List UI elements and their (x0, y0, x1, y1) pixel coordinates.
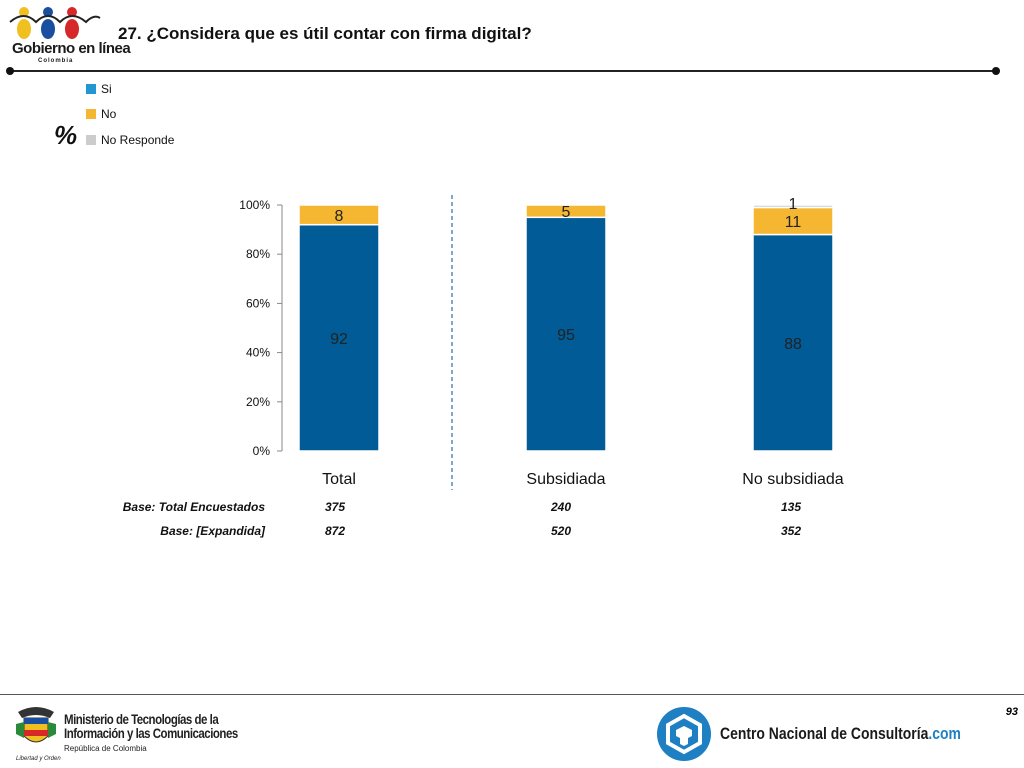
y-tick-label: 80% (246, 247, 270, 261)
data-label: 95 (557, 327, 575, 344)
ministerio-name: Ministerio de Tecnologías de la Informac… (64, 712, 238, 740)
cnc-name-suffix: .com (928, 724, 961, 743)
y-tick-label: 60% (246, 296, 270, 310)
category-label: Subsidiada (526, 471, 605, 488)
y-tick-label: 40% (246, 346, 270, 360)
legend-swatch-no-responde (86, 134, 96, 145)
header-divider (10, 70, 996, 72)
ministerio-line-1: Ministerio de Tecnologías de la (64, 711, 219, 727)
divider-dot-left (6, 67, 14, 75)
y-tick-label: 20% (246, 395, 270, 409)
ministerio-line-2: Información y las Comunicaciones (64, 725, 238, 741)
chart-legend: Si No No Responde (86, 76, 174, 153)
data-label: 8 (335, 208, 344, 225)
gobierno-en-linea-logo (8, 4, 104, 70)
colombia-coat-of-arms-icon (16, 707, 56, 743)
percent-symbol: % (54, 120, 78, 150)
base-total-value: 240 (550, 500, 572, 514)
category-label: No subsidiada (742, 471, 844, 488)
base-total-value: 135 (780, 500, 802, 514)
page-title: 27. ¿Considera que es útil contar con fi… (118, 24, 532, 43)
divider-dot-right (992, 67, 1000, 75)
cnc-name-main: Centro Nacional de Consultoría (720, 724, 929, 743)
republica-text: República de Colombia (64, 744, 147, 753)
bar-segment-si (752, 233, 834, 452)
legend-item-no: No (86, 102, 174, 128)
data-label: 1 (789, 196, 798, 213)
bar-segment-no-responde (752, 204, 834, 209)
bar-segment-no (752, 206, 834, 236)
legend-item-si: Si (86, 76, 174, 102)
stacked-bar-chart: 0% 20% 40% 60% 80% 100% 92 8 Total 95 5 Subsidiada 8… (239, 195, 844, 490)
footer-divider (0, 694, 1024, 695)
data-label: 5 (562, 204, 571, 221)
bar-segment-no (298, 204, 380, 226)
legend-label-si: Si (101, 81, 112, 96)
legend-swatch-si (86, 83, 96, 94)
category-label: Total (322, 471, 356, 488)
bar-segment-si (298, 223, 380, 452)
legend-item-no-responde: No Responde (86, 127, 174, 153)
cnc-logo-icon (657, 707, 711, 761)
legend-label-no-responde: No Responde (101, 132, 175, 147)
lema-text: Libertad y Orden (16, 756, 61, 762)
legend-label-no: No (101, 107, 117, 122)
base-expandida-label: Base: [Expandida] (160, 524, 265, 538)
data-label: 92 (330, 331, 348, 348)
y-tick-label: 100% (239, 198, 270, 212)
data-label: 88 (784, 336, 802, 353)
base-total-label: Base: Total Encuestados (122, 500, 265, 514)
cnc-name: Centro Nacional de Consultoría.com (720, 724, 961, 744)
base-expandida-value: 352 (780, 524, 802, 538)
base-expandida-value: 872 (324, 524, 346, 538)
page-number: 93 (1005, 706, 1018, 718)
bar-segment-si (525, 216, 607, 452)
base-total-value: 375 (324, 500, 346, 514)
logo-subtext: Colombia (38, 58, 74, 64)
bar-segment-no (525, 204, 607, 219)
data-label: 11 (785, 214, 802, 231)
base-expandida-value: 520 (550, 524, 572, 538)
logo-text: Gobierno en línea (12, 40, 131, 57)
people-figures-icon (9, 7, 101, 39)
y-tick-label: 0% (253, 444, 271, 458)
legend-swatch-no (86, 109, 96, 120)
